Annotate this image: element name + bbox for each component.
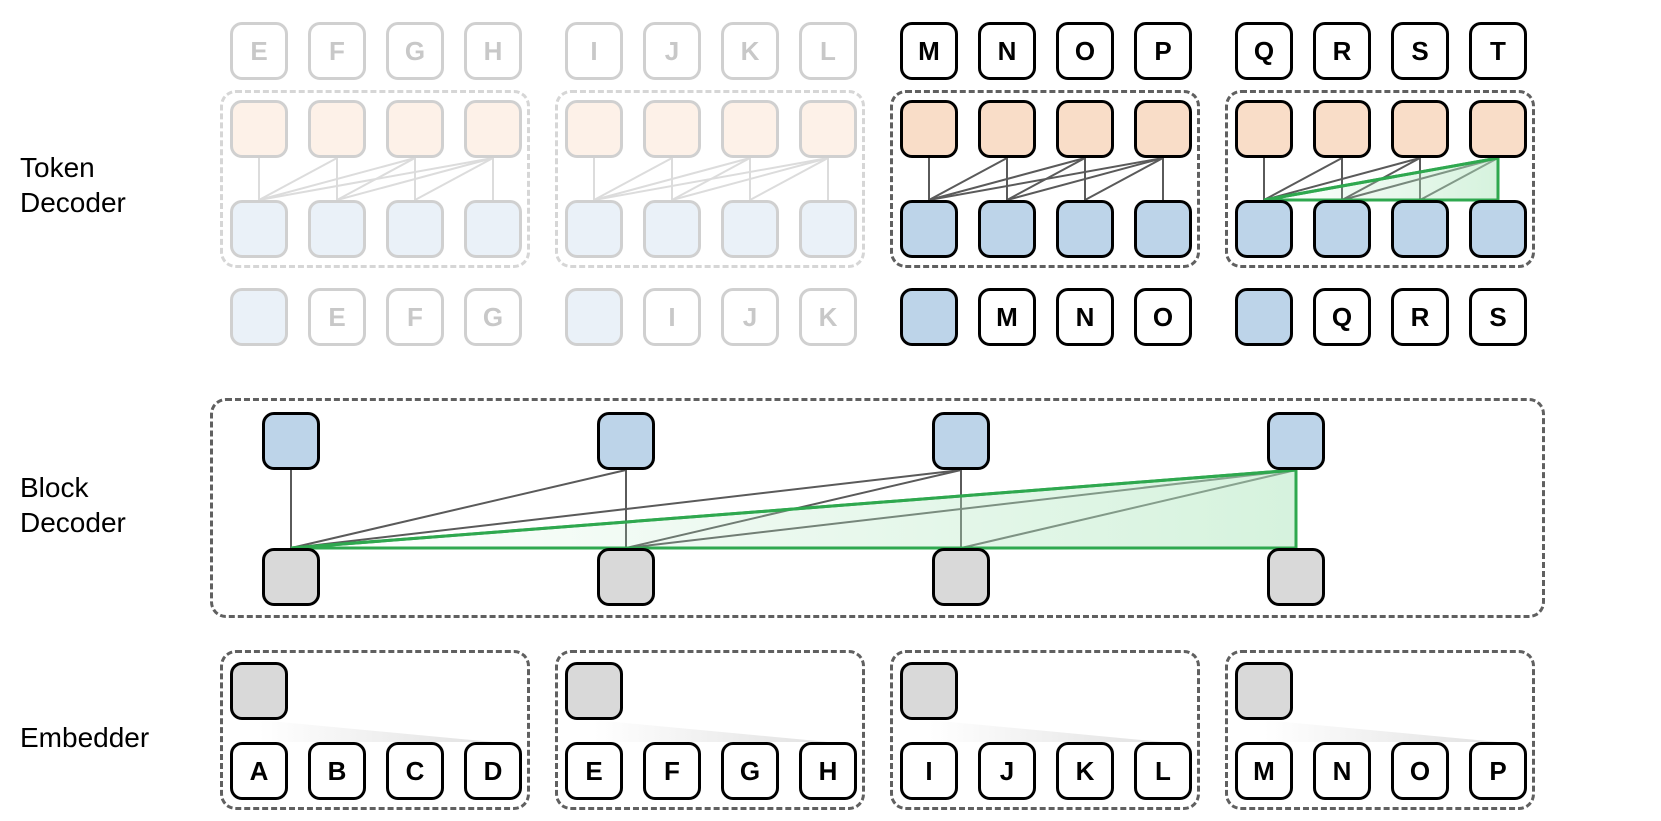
td-blue-3-2 <box>1391 200 1449 258</box>
td-blue-2-0 <box>900 200 958 258</box>
token-in-N: N <box>1056 288 1114 346</box>
label-embedder: Embedder <box>20 720 149 755</box>
emb-token-N: N <box>1313 742 1371 800</box>
td-orange-0-1 <box>308 100 366 158</box>
td-orange-3-0 <box>1235 100 1293 158</box>
label-token-decoder: TokenDecoder <box>20 150 126 220</box>
token-in-R: R <box>1391 288 1449 346</box>
emb-summary-1 <box>565 662 623 720</box>
token-in-M: M <box>978 288 1036 346</box>
emb-token-A: A <box>230 742 288 800</box>
td-orange-0-2 <box>386 100 444 158</box>
token-out-N: N <box>978 22 1036 80</box>
block-top-0 <box>262 412 320 470</box>
token-out-I: I <box>565 22 623 80</box>
emb-token-C: C <box>386 742 444 800</box>
block-top-2 <box>932 412 990 470</box>
emb-token-P: P <box>1469 742 1527 800</box>
td-blue-1-1 <box>643 200 701 258</box>
emb-token-G: G <box>721 742 779 800</box>
token-in-F: F <box>386 288 444 346</box>
token-in-S: S <box>1469 288 1527 346</box>
token-in-K: K <box>799 288 857 346</box>
td-blue-1-2 <box>721 200 779 258</box>
td-orange-2-1 <box>978 100 1036 158</box>
emb-token-J: J <box>978 742 1036 800</box>
td-ctx-3 <box>1235 288 1293 346</box>
token-out-J: J <box>643 22 701 80</box>
emb-token-M: M <box>1235 742 1293 800</box>
td-blue-2-3 <box>1134 200 1192 258</box>
emb-token-L: L <box>1134 742 1192 800</box>
token-in-I: I <box>643 288 701 346</box>
token-in-J: J <box>721 288 779 346</box>
token-out-S: S <box>1391 22 1449 80</box>
td-orange-1-1 <box>643 100 701 158</box>
td-blue-2-1 <box>978 200 1036 258</box>
td-blue-0-2 <box>386 200 444 258</box>
token-out-T: T <box>1469 22 1527 80</box>
td-blue-0-1 <box>308 200 366 258</box>
emb-token-K: K <box>1056 742 1114 800</box>
td-blue-1-3 <box>799 200 857 258</box>
token-out-L: L <box>799 22 857 80</box>
td-blue-3-0 <box>1235 200 1293 258</box>
block-decoder-container <box>210 398 1545 618</box>
td-ctx-2 <box>900 288 958 346</box>
td-orange-1-0 <box>565 100 623 158</box>
token-out-M: M <box>900 22 958 80</box>
block-bottom-2 <box>932 548 990 606</box>
td-orange-0-3 <box>464 100 522 158</box>
token-out-G: G <box>386 22 444 80</box>
td-orange-0-0 <box>230 100 288 158</box>
emb-token-I: I <box>900 742 958 800</box>
td-orange-1-2 <box>721 100 779 158</box>
token-in-O: O <box>1134 288 1192 346</box>
td-blue-0-0 <box>230 200 288 258</box>
label-block-decoder: BlockDecoder <box>20 470 126 540</box>
token-in-E: E <box>308 288 366 346</box>
block-top-1 <box>597 412 655 470</box>
emb-token-D: D <box>464 742 522 800</box>
td-orange-3-3 <box>1469 100 1527 158</box>
td-ctx-0 <box>230 288 288 346</box>
emb-token-O: O <box>1391 742 1449 800</box>
emb-token-E: E <box>565 742 623 800</box>
emb-token-B: B <box>308 742 366 800</box>
td-blue-1-0 <box>565 200 623 258</box>
td-blue-3-1 <box>1313 200 1371 258</box>
token-out-H: H <box>464 22 522 80</box>
token-out-K: K <box>721 22 779 80</box>
td-orange-1-3 <box>799 100 857 158</box>
block-bottom-3 <box>1267 548 1325 606</box>
emb-summary-2 <box>900 662 958 720</box>
token-out-Q: Q <box>1235 22 1293 80</box>
token-in-Q: Q <box>1313 288 1371 346</box>
block-bottom-0 <box>262 548 320 606</box>
td-orange-2-2 <box>1056 100 1114 158</box>
td-orange-3-1 <box>1313 100 1371 158</box>
td-ctx-1 <box>565 288 623 346</box>
emb-token-H: H <box>799 742 857 800</box>
block-top-3 <box>1267 412 1325 470</box>
token-out-R: R <box>1313 22 1371 80</box>
td-orange-2-3 <box>1134 100 1192 158</box>
td-blue-0-3 <box>464 200 522 258</box>
token-out-P: P <box>1134 22 1192 80</box>
emb-token-F: F <box>643 742 701 800</box>
emb-summary-0 <box>230 662 288 720</box>
td-blue-2-2 <box>1056 200 1114 258</box>
token-in-G: G <box>464 288 522 346</box>
token-out-O: O <box>1056 22 1114 80</box>
block-bottom-1 <box>597 548 655 606</box>
token-out-E: E <box>230 22 288 80</box>
td-orange-2-0 <box>900 100 958 158</box>
token-out-F: F <box>308 22 366 80</box>
td-orange-3-2 <box>1391 100 1449 158</box>
emb-summary-3 <box>1235 662 1293 720</box>
td-blue-3-3 <box>1469 200 1527 258</box>
